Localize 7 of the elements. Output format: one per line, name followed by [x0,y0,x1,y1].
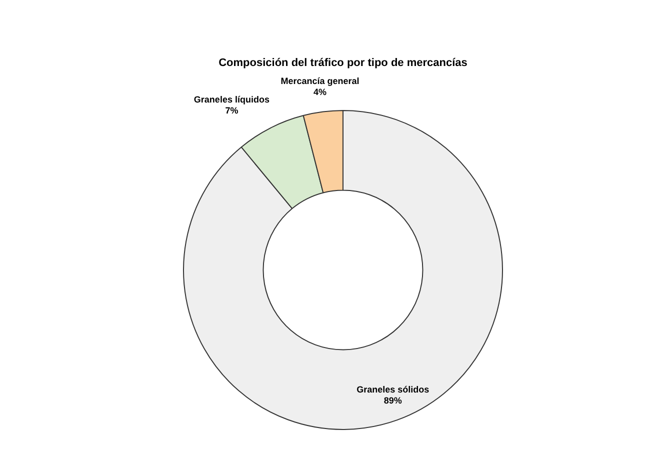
slice-label: Graneles sólidos [356,384,430,394]
data-label: 89% [384,395,402,406]
data-label: 4% [313,86,327,97]
data-label: 7% [225,106,238,116]
slice-label: Graneles líquidos [194,94,270,104]
slice-label: Mercancía general [280,76,360,86]
chart-title: Composición del tráfico por tipo de mercancías [218,57,468,69]
